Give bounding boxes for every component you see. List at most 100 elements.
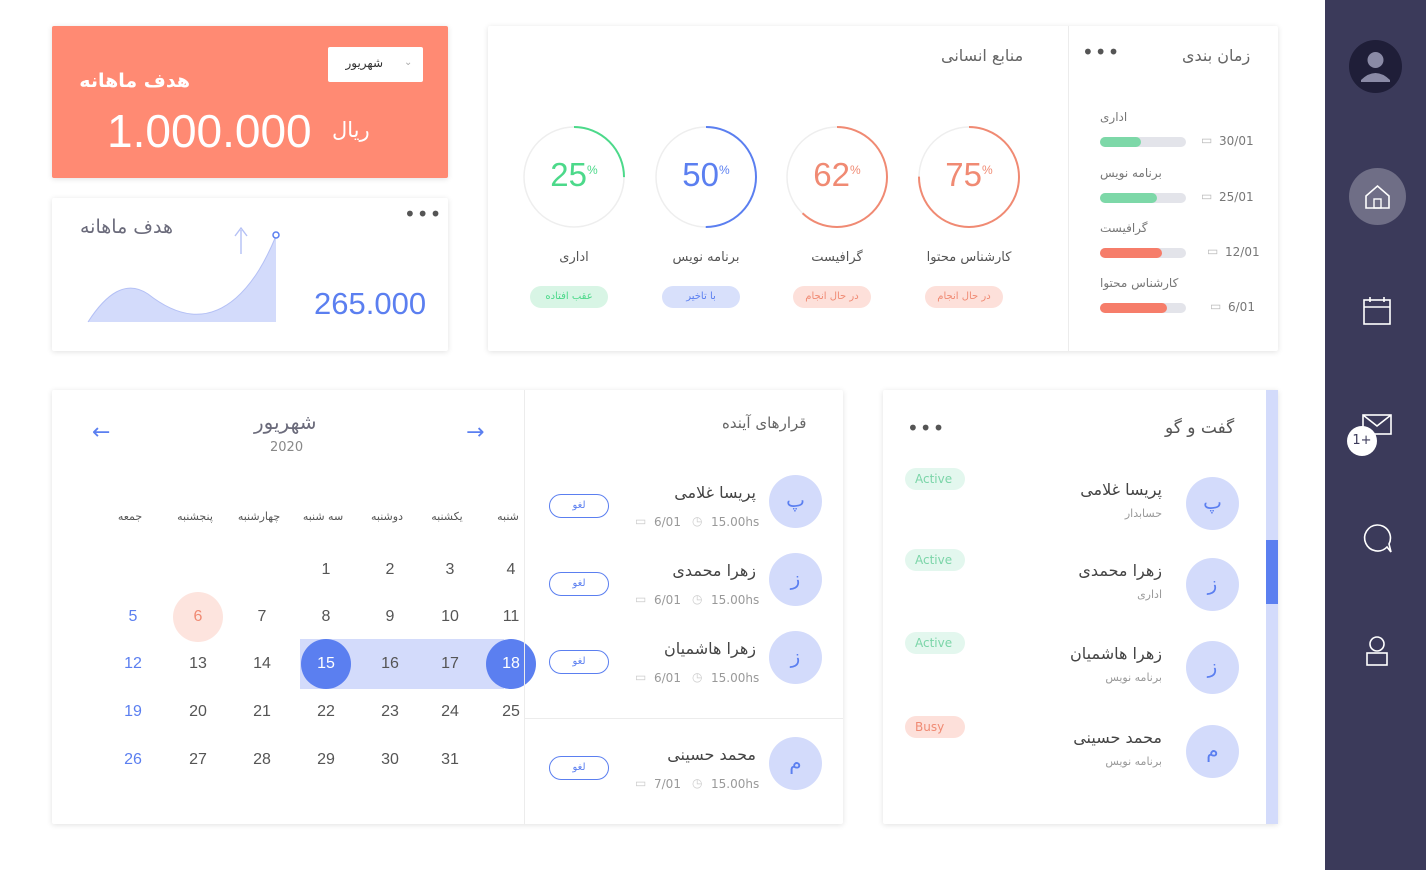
schedule-label: برنامه نویس bbox=[1100, 166, 1162, 180]
chat-icon[interactable] bbox=[1361, 522, 1393, 554]
calendar-icon[interactable] bbox=[1361, 295, 1393, 327]
avatar: ز bbox=[769, 553, 822, 606]
calendar-day[interactable]: 24 bbox=[441, 703, 459, 720]
mail-badge: 1+ bbox=[1347, 426, 1377, 456]
weekday-label: شنبه bbox=[497, 510, 519, 523]
meeting-time: 15.00hs bbox=[711, 671, 760, 685]
contact-name: زهرا هاشمیان bbox=[1070, 644, 1162, 663]
calendar-card: ← شهریور 2020 → شنبه یکشنبه دوشنبه سه شنبه چ… bbox=[52, 390, 843, 824]
goal-amount: 1.000.000 bbox=[107, 105, 312, 157]
meetings-title: قرارهای آینده bbox=[722, 414, 807, 432]
meeting-date: 7/01 bbox=[654, 777, 681, 791]
calendar-day[interactable]: 10 bbox=[441, 608, 459, 625]
calendar-day[interactable]: 11 bbox=[502, 608, 520, 625]
avatar: ز bbox=[769, 631, 822, 684]
calendar-icon: ▭ bbox=[1201, 189, 1213, 203]
progress-ring bbox=[522, 125, 626, 229]
calendar-day[interactable]: 19 bbox=[124, 703, 142, 720]
calendar-day[interactable]: 20 bbox=[189, 703, 207, 720]
calendar-icon: ▭ bbox=[635, 776, 647, 790]
calendar-day[interactable]: 13 bbox=[189, 655, 207, 672]
month-select[interactable]: شهریور ⌄ bbox=[328, 47, 423, 82]
avatar[interactable]: ز bbox=[1186, 641, 1239, 694]
goal-card: هدف ماهانه شهریور ⌄ 1.000.000 ریال bbox=[52, 26, 448, 178]
calendar-day[interactable]: 29 bbox=[317, 751, 335, 768]
hr-card: منابع انسانی 25% اداری عقب افتاده 50% برنامه… bbox=[488, 26, 1278, 351]
ring-value-number: 62 bbox=[813, 156, 851, 193]
calendar-day[interactable]: 21 bbox=[253, 703, 271, 720]
contact-role: حسابدار bbox=[1124, 507, 1162, 520]
progress-bar-fill bbox=[1100, 248, 1162, 258]
meeting-name: پریسا غلامی bbox=[674, 483, 756, 502]
clock-icon: ◷ bbox=[692, 592, 703, 606]
calendar-day[interactable]: 26 bbox=[124, 751, 142, 768]
calendar-day[interactable]: 5 bbox=[128, 608, 138, 625]
user-icon[interactable] bbox=[1361, 634, 1393, 666]
mail-icon[interactable] bbox=[1361, 408, 1393, 440]
calendar-day[interactable]: 17 bbox=[441, 655, 459, 672]
schedule-date: 6/01 bbox=[1228, 300, 1255, 314]
calendar-day[interactable]: 8 bbox=[321, 608, 331, 625]
calendar-day[interactable]: 12 bbox=[124, 655, 142, 672]
status-badge: Active bbox=[905, 549, 965, 571]
chat-title: گفت و گو bbox=[1165, 418, 1235, 438]
calendar-day[interactable]: 23 bbox=[381, 703, 399, 720]
calendar-year: 2020 bbox=[270, 440, 304, 455]
calendar-day[interactable]: 2 bbox=[385, 561, 395, 578]
more-icon[interactable]: ••• bbox=[1082, 40, 1121, 64]
home-icon[interactable] bbox=[1349, 168, 1406, 225]
cancel-button[interactable]: لغو bbox=[549, 650, 609, 674]
scrollbar-track[interactable] bbox=[1266, 390, 1278, 824]
status-badge: Active bbox=[905, 632, 965, 654]
calendar-icon: ▭ bbox=[635, 592, 647, 606]
calendar-day[interactable]: 31 bbox=[441, 751, 459, 768]
calendar-day[interactable]: 1 bbox=[321, 561, 331, 578]
more-icon[interactable]: ••• bbox=[907, 416, 946, 440]
contact-role: برنامه نویس bbox=[1105, 671, 1162, 684]
ring-value-percent: % bbox=[719, 163, 730, 177]
avatar[interactable]: ز bbox=[1186, 558, 1239, 611]
schedule-date: 12/01 bbox=[1225, 245, 1260, 259]
calendar-day[interactable]: 3 bbox=[445, 561, 455, 578]
scrollbar-thumb[interactable] bbox=[1266, 540, 1278, 604]
progress-ring bbox=[785, 125, 889, 229]
cancel-button[interactable]: لغو bbox=[549, 756, 609, 780]
more-icon[interactable]: ••• bbox=[404, 202, 443, 226]
calendar-day[interactable]: 9 bbox=[385, 608, 395, 625]
chat-card: گفت و گو ••• پ پریسا غلامی حسابدار Active ز ز… bbox=[883, 390, 1278, 824]
weekday-label: جمعه bbox=[117, 510, 143, 523]
calendar-day[interactable]: 30 bbox=[381, 751, 399, 768]
calendar-day[interactable]: 27 bbox=[189, 751, 207, 768]
calendar-day[interactable]: 14 bbox=[253, 655, 271, 672]
cancel-button[interactable]: لغو bbox=[549, 572, 609, 596]
status-badge: Active bbox=[905, 468, 965, 490]
calendar-day[interactable]: 15 bbox=[301, 639, 351, 689]
progress-ring bbox=[917, 125, 1021, 229]
calendar-day[interactable]: 18 bbox=[486, 639, 536, 689]
arrow-left-icon[interactable]: ← bbox=[92, 420, 111, 445]
progress-bar-fill bbox=[1100, 303, 1168, 313]
avatar[interactable]: م bbox=[1186, 725, 1239, 778]
calendar-day[interactable]: 16 bbox=[381, 655, 399, 672]
ring-value: 50% bbox=[654, 156, 758, 194]
trend-chart bbox=[87, 226, 280, 323]
clock-icon: ◷ bbox=[692, 514, 703, 528]
cancel-button[interactable]: لغو bbox=[549, 494, 609, 518]
calendar-day[interactable]: 25 bbox=[502, 703, 520, 720]
calendar-icon: ▭ bbox=[1201, 133, 1213, 147]
avatar[interactable]: پ bbox=[1186, 477, 1239, 530]
divider bbox=[1068, 26, 1069, 351]
calendar-day[interactable]: 7 bbox=[257, 608, 267, 625]
meeting-date: 6/01 bbox=[654, 593, 681, 607]
calendar-day[interactable]: 4 bbox=[506, 561, 516, 578]
ring-label: برنامه نویس bbox=[672, 250, 740, 265]
calendar-day[interactable]: 22 bbox=[317, 703, 335, 720]
progress-bar-fill bbox=[1100, 193, 1157, 203]
arrow-right-icon[interactable]: → bbox=[466, 420, 485, 445]
avatar-icon[interactable] bbox=[1349, 40, 1402, 93]
calendar-icon: ▭ bbox=[635, 670, 647, 684]
progress-bar bbox=[1100, 248, 1186, 258]
calendar-day[interactable]: 6 bbox=[173, 592, 223, 642]
calendar-day[interactable]: 28 bbox=[253, 751, 271, 768]
meeting-date: 6/01 bbox=[654, 515, 681, 529]
